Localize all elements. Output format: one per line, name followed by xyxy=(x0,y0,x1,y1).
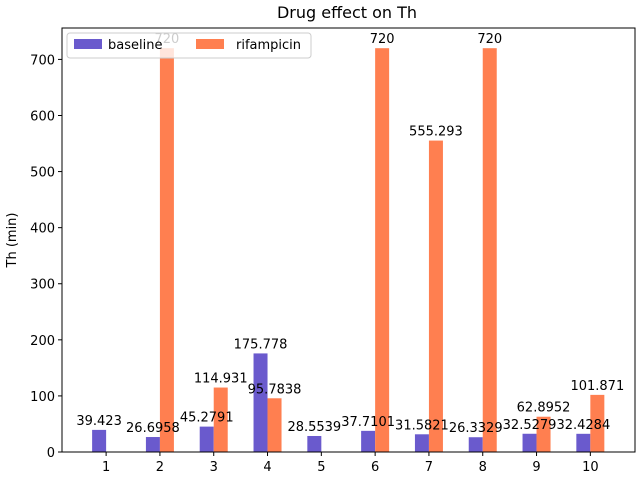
y-tick-label-300: 300 xyxy=(30,278,55,293)
bar-rifampicin-7 xyxy=(428,140,443,452)
bar-rifampicin-8 xyxy=(482,48,497,452)
data-label-baseline-4: 175.778 xyxy=(234,337,288,352)
y-axis-label: Th (min) xyxy=(5,213,20,269)
data-label-baseline-2: 26.6958 xyxy=(126,421,180,436)
y-tick-label-100: 100 xyxy=(30,390,55,405)
bar-rifampicin-4 xyxy=(267,398,282,452)
data-label-rifampicin-10: 101.871 xyxy=(570,379,624,394)
bar-baseline-9 xyxy=(522,433,537,452)
data-label-baseline-3: 45.2791 xyxy=(180,411,234,426)
legend-swatch-rifampicin xyxy=(196,39,224,49)
chart-title: Drug effect on Th xyxy=(277,3,417,22)
data-label-rifampicin-4: 95.7838 xyxy=(248,382,302,397)
plot-frame xyxy=(61,27,636,453)
data-label-baseline-1: 39.423 xyxy=(76,414,122,429)
legend-label-rifampicin: rifampicin xyxy=(236,38,301,53)
bar-baseline-4 xyxy=(253,353,268,452)
x-tick-label-1: 1 xyxy=(102,460,110,475)
bar-rifampicin-2 xyxy=(159,48,174,452)
bar-rifampicin-3 xyxy=(213,387,228,452)
x-tick-label-6: 6 xyxy=(371,460,379,475)
bar-baseline-5 xyxy=(307,435,322,452)
x-tick-label-3: 3 xyxy=(210,460,218,475)
y-tick-label-600: 600 xyxy=(30,109,55,124)
bar-baseline-2 xyxy=(145,437,160,452)
x-tick-label-9: 9 xyxy=(532,460,540,475)
y-tick-label-0: 0 xyxy=(47,446,55,461)
data-label-baseline-10: 32.4284 xyxy=(556,418,610,433)
bar-baseline-8 xyxy=(468,437,483,452)
data-label-rifampicin-8: 720 xyxy=(477,32,502,47)
data-label-baseline-6: 37.7101 xyxy=(341,415,395,430)
data-label-baseline-7: 31.5821 xyxy=(395,418,449,433)
legend-label-baseline: baseline xyxy=(108,38,162,53)
x-ticks: 1 2 3 4 5 6 7 8 9 10 xyxy=(102,452,599,475)
bar-baseline-6 xyxy=(361,430,376,452)
data-label-baseline-9: 32.5279 xyxy=(503,418,557,433)
data-label-baseline-8: 26.3329 xyxy=(449,421,503,436)
x-tick-label-8: 8 xyxy=(479,460,487,475)
y-ticks: 0 100 200 300 400 500 600 700 xyxy=(30,53,62,461)
bar-baseline-3 xyxy=(199,426,214,452)
data-label-rifampicin-7: 555.293 xyxy=(409,125,463,140)
data-label-rifampicin-3: 114.931 xyxy=(194,372,248,387)
bar-rifampicin-10 xyxy=(590,394,605,452)
bar-baseline-7 xyxy=(414,434,429,452)
bar-baseline-1 xyxy=(92,429,107,452)
y-tick-label-200: 200 xyxy=(30,334,55,349)
legend-swatch-baseline xyxy=(74,39,102,49)
x-tick-label-5: 5 xyxy=(317,460,325,475)
bars-layer xyxy=(92,48,605,452)
x-tick-label-4: 4 xyxy=(263,460,271,475)
bar-rifampicin-9 xyxy=(536,416,551,452)
y-tick-label-400: 400 xyxy=(30,222,55,237)
legend: baseline rifampicin xyxy=(66,32,312,59)
legend-box xyxy=(66,32,312,59)
data-label-rifampicin-6: 720 xyxy=(370,32,395,47)
x-tick-label-2: 2 xyxy=(156,460,164,475)
data-label-baseline-5: 28.5539 xyxy=(287,420,341,435)
bar-baseline-10 xyxy=(576,433,591,452)
x-tick-label-10: 10 xyxy=(582,460,599,475)
data-label-rifampicin-9: 62.8952 xyxy=(517,401,571,416)
bar-rifampicin-6 xyxy=(375,48,390,452)
y-tick-label-500: 500 xyxy=(30,166,55,181)
y-tick-label-700: 700 xyxy=(30,53,55,68)
x-tick-label-7: 7 xyxy=(425,460,433,475)
